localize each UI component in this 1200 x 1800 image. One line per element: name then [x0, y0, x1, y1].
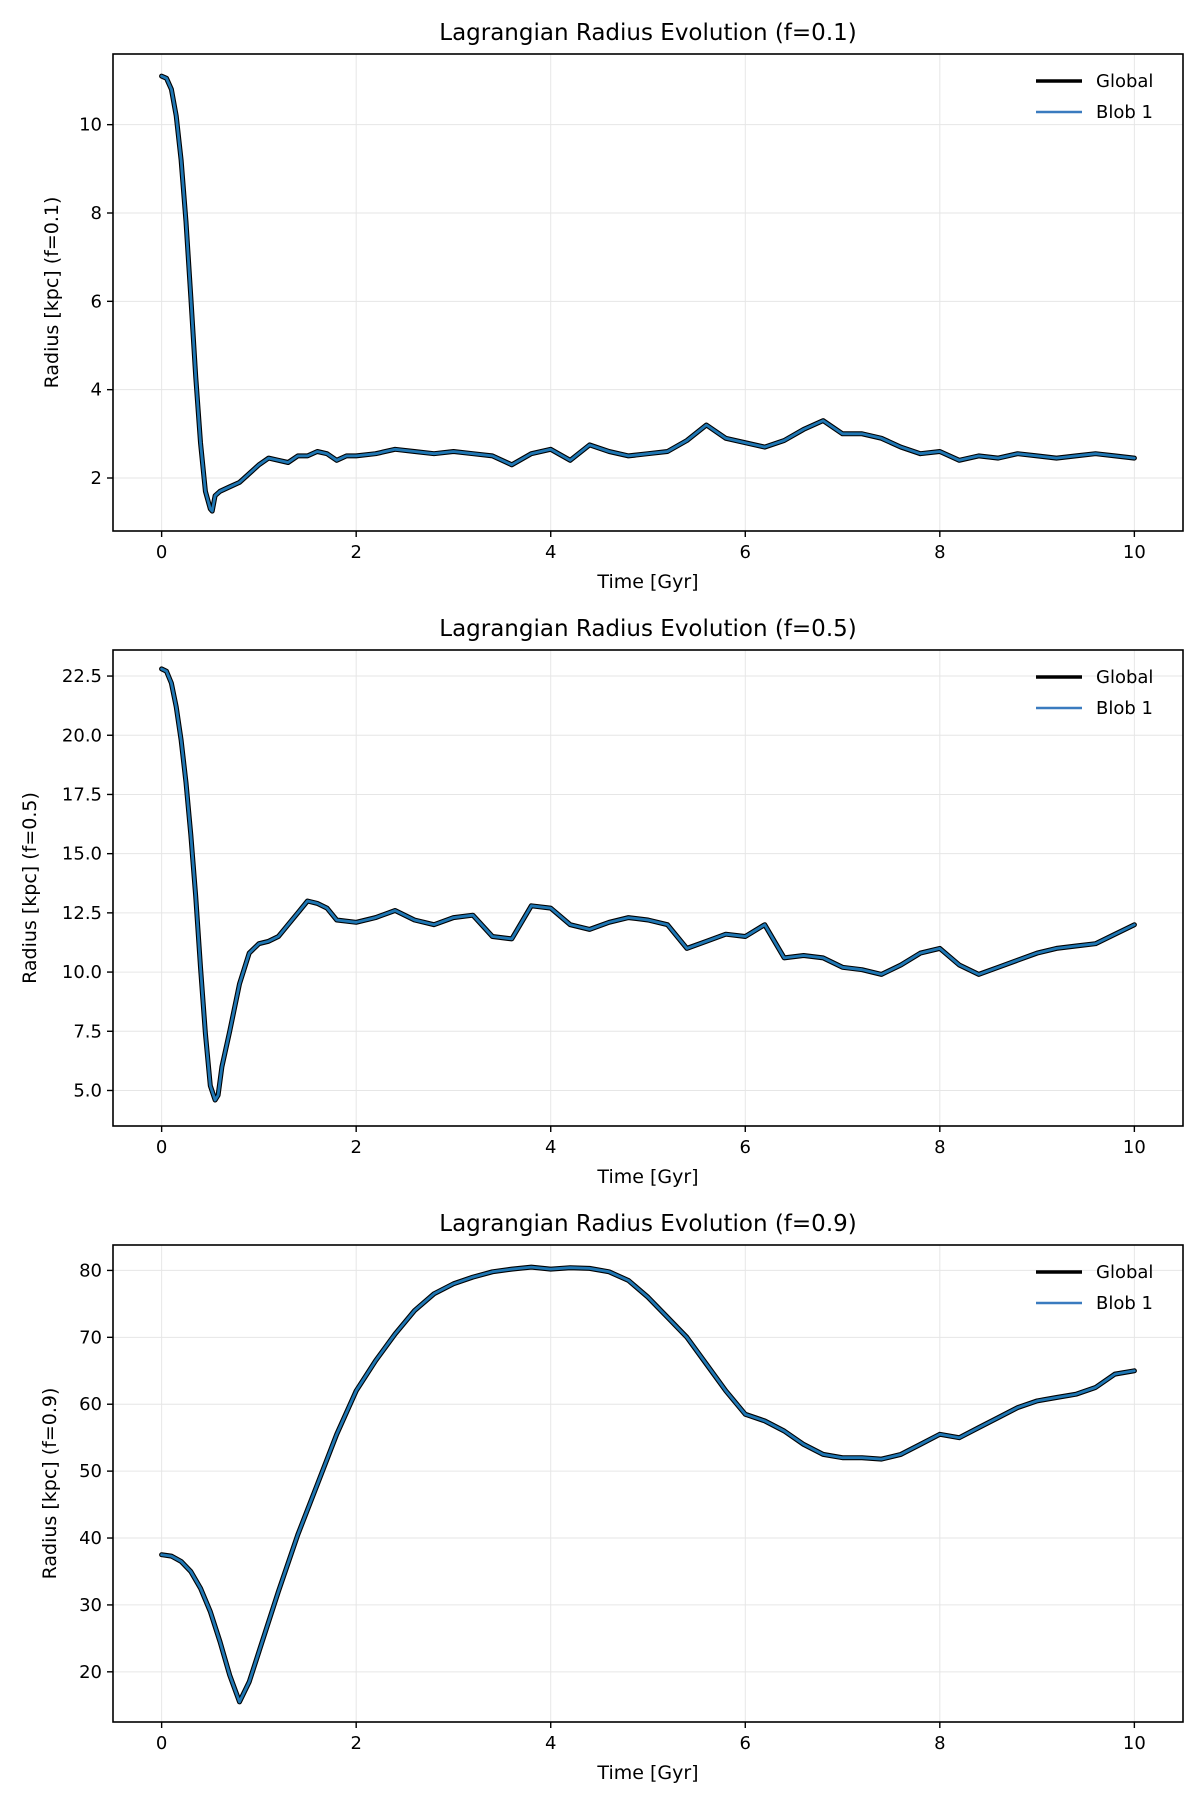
y-tick-label-5: 17.5: [62, 784, 102, 805]
y-tick-label-3: 8: [91, 203, 102, 224]
legend: Global Blob 1: [1036, 1262, 1153, 1314]
y-tick-label-5: 70: [79, 1327, 102, 1348]
legend-label-blob-1: Blob 1: [1096, 1293, 1153, 1314]
x-tick-label-3: 6: [740, 1137, 751, 1158]
x-tick-label-1: 2: [350, 1137, 361, 1158]
legend: Global Blob 1: [1036, 667, 1153, 719]
y-tick-label-3: 12.5: [62, 903, 102, 924]
y-tick-label-2: 10.0: [62, 962, 102, 983]
y-tick-label-0: 2: [91, 468, 102, 489]
x-tick-label-5: 10: [1123, 1733, 1146, 1754]
y-tick-label-2: 40: [79, 1528, 102, 1549]
legend-label-blob-1: Blob 1: [1096, 102, 1153, 123]
x-tick-label-4: 8: [934, 1733, 945, 1754]
panel-2: 0 2 4 6 8 10 5.0 7.5 10.0 12.5 15.0 17.5 20.0 22.5 Tim…: [19, 616, 1184, 1188]
x-tick-label-4: 8: [934, 542, 945, 563]
y-axis: 5.0 7.5 10.0 12.5 15.0 17.5 20.0 22.5: [62, 666, 113, 1101]
x-tick-label-2: 4: [545, 542, 556, 563]
x-tick-label-5: 10: [1123, 542, 1146, 563]
series-line-blob-1: [160, 667, 1136, 1102]
y-axis-label: Radius [kpc] (f=0.5): [19, 792, 41, 984]
y-axis-label: Radius [kpc] (f=0.9): [39, 1388, 61, 1580]
y-tick-label-3: 50: [79, 1461, 102, 1482]
legend-label-blob-1: Blob 1: [1096, 698, 1153, 719]
legend-label-global: Global: [1096, 71, 1153, 92]
axes-frame: [112, 649, 1184, 1127]
y-axis: 2 4 6 8 10: [79, 115, 113, 489]
series-line-blob-1: [160, 1265, 1136, 1704]
y-tick-label-4: 10: [79, 115, 102, 136]
x-tick-label-4: 8: [934, 1137, 945, 1158]
legend: Global Blob 1: [1036, 71, 1153, 123]
legend-label-global: Global: [1096, 667, 1153, 688]
x-axis-label: Time [Gyr]: [596, 1166, 698, 1188]
y-tick-label-4: 15.0: [62, 844, 102, 865]
y-tick-label-4: 60: [79, 1394, 102, 1415]
grid: [113, 650, 1183, 1126]
y-tick-label-0: 5.0: [73, 1080, 102, 1101]
x-tick-label-0: 0: [156, 542, 167, 563]
x-tick-label-0: 0: [156, 1733, 167, 1754]
chart-title: Lagrangian Radius Evolution (f=0.1): [439, 20, 856, 46]
y-tick-label-7: 22.5: [62, 666, 102, 687]
panel-1: 0 2 4 6 8 10 2 4 6 8 10 Time [Gyr] Radius [kpc] (f=0…: [41, 20, 1184, 593]
x-axis-label: Time [Gyr]: [596, 1762, 698, 1784]
y-tick-label-1: 4: [91, 380, 102, 401]
series-line-blob-1: [160, 74, 1136, 513]
x-tick-label-0: 0: [156, 1137, 167, 1158]
series-lines: [159, 73, 1137, 514]
panel-3: 0 2 4 6 8 10 20 30 40 50 60 70 80 Time [Gyr] Radius [k…: [39, 1211, 1184, 1784]
x-tick-label-1: 2: [350, 1733, 361, 1754]
axes-frame: [112, 53, 1184, 532]
x-tick-label-1: 2: [350, 542, 361, 563]
x-tick-label-3: 6: [740, 1733, 751, 1754]
chart-title: Lagrangian Radius Evolution (f=0.5): [439, 616, 856, 642]
grid: [113, 1245, 1183, 1722]
x-axis: 0 2 4 6 8 10: [156, 1126, 1146, 1158]
y-tick-label-1: 30: [79, 1595, 102, 1616]
y-tick-label-6: 20.0: [62, 725, 102, 746]
grid: [113, 54, 1183, 531]
x-axis: 0 2 4 6 8 10: [156, 531, 1146, 563]
series-lines: [159, 666, 1137, 1103]
panels: 0 2 4 6 8 10 2 4 6 8 10 Time [Gyr] Radius [kpc] (f=0…: [19, 20, 1184, 1784]
y-axis-label: Radius [kpc] (f=0.1): [41, 197, 63, 389]
legend-label-global: Global: [1096, 1262, 1153, 1283]
x-tick-label-3: 6: [740, 542, 751, 563]
y-tick-label-2: 6: [91, 291, 102, 312]
x-tick-label-2: 4: [545, 1733, 556, 1754]
x-axis-label: Time [Gyr]: [596, 571, 698, 593]
y-axis: 20 30 40 50 60 70 80: [79, 1260, 113, 1683]
y-tick-label-6: 80: [79, 1260, 102, 1281]
x-tick-label-5: 10: [1123, 1137, 1146, 1158]
x-axis: 0 2 4 6 8 10: [156, 1722, 1146, 1754]
chart-title: Lagrangian Radius Evolution (f=0.9): [439, 1211, 856, 1237]
y-tick-label-1: 7.5: [73, 1021, 102, 1042]
y-tick-label-0: 20: [79, 1662, 102, 1683]
series-lines: [159, 1264, 1137, 1705]
x-tick-label-2: 4: [545, 1137, 556, 1158]
axes-frame: [112, 1244, 1184, 1723]
